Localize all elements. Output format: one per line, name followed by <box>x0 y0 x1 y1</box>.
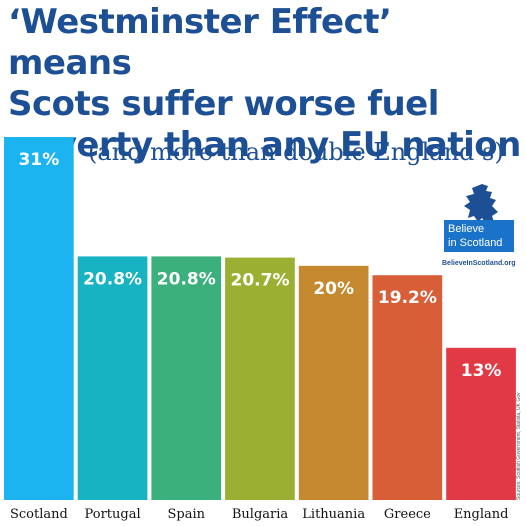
scotland-map-icon <box>464 184 498 224</box>
category-label: England <box>454 507 509 522</box>
bar-bulgaria <box>225 257 295 500</box>
bar-england <box>446 347 516 500</box>
source-note: Sources: Scottish Government, Statista, … <box>516 392 522 500</box>
logo-line-2: in Scotland <box>448 237 503 249</box>
bar-portugal <box>77 256 148 500</box>
category-label: Scotland <box>10 507 68 522</box>
bar-scotland <box>4 137 74 500</box>
category-label: Portugal <box>85 507 141 522</box>
bar-value-label: 20.8% <box>83 269 142 289</box>
logo-url: BelieveInScotland.org <box>442 260 516 267</box>
category-label: Bulgaria <box>232 507 289 522</box>
chart-title: ‘Westminster Effect’ means Scots suffer … <box>8 2 522 166</box>
category-label: Greece <box>384 507 431 522</box>
bar-greece <box>372 275 443 500</box>
bar-spain <box>151 256 222 500</box>
chart-subtitle: (and more than double England’s) <box>88 138 504 166</box>
bar-value-label: 19.2% <box>378 288 437 308</box>
title-line-2: Scots suffer worse fuel <box>8 84 439 124</box>
logo-line-1: Believe <box>448 223 485 235</box>
bar-value-label: 20% <box>313 279 354 299</box>
category-label: Spain <box>168 507 206 522</box>
title-line-1: ‘Westminster Effect’ means <box>8 2 392 83</box>
believe-in-scotland-logo: Believe in Scotland BelieveInScotland.or… <box>438 182 522 282</box>
bar-value-label: 20.8% <box>157 269 216 289</box>
bar-value-label: 13% <box>461 361 502 381</box>
category-label: Lithuania <box>302 507 365 522</box>
title-line-3: poverty than any EU nation <box>8 125 521 165</box>
bar-lithuania <box>298 265 369 500</box>
bar-value-label: 20.7% <box>231 271 290 291</box>
logo-badge: Believe in Scotland <box>444 220 514 252</box>
bar-value-label: 31% <box>19 150 60 170</box>
